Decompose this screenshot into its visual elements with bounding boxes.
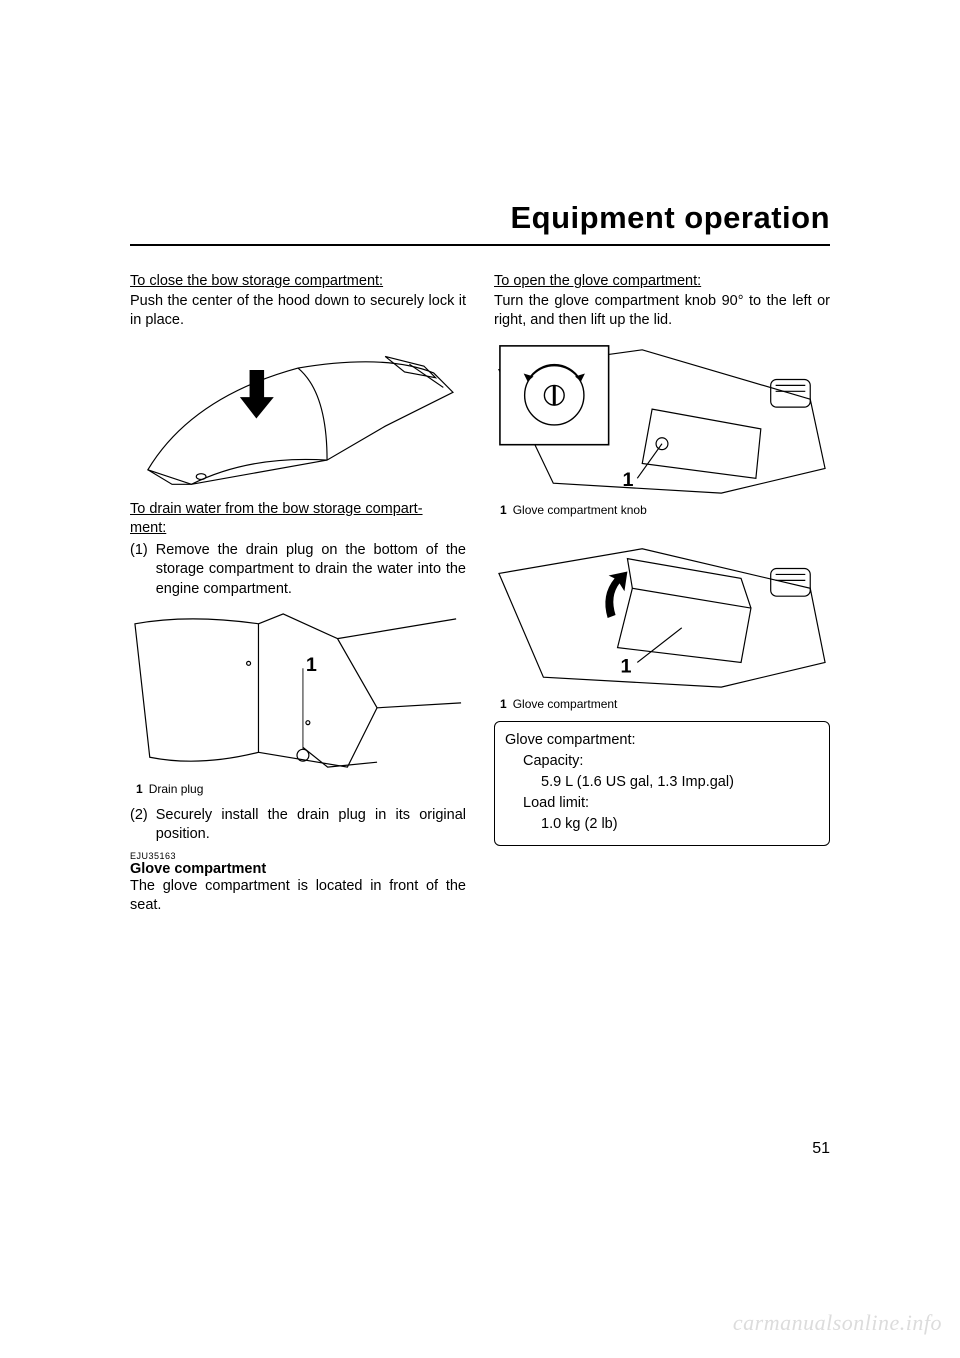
drain-plug-illustration: 1 (130, 608, 466, 778)
step-1-num: (1) (130, 541, 148, 600)
step-1-body: Remove the drain plug on the bottom of t… (156, 541, 466, 600)
header-section: Equipment operation (130, 200, 830, 246)
glove-knob-marker: 1 (622, 469, 633, 491)
step-2-body: Securely install the drain plug in its o… (156, 806, 466, 845)
drain-plug-caption: 1 Drain plug (136, 782, 466, 796)
drain-plug-caption-label: Drain plug (149, 782, 204, 796)
spec-title: Glove compartment: (505, 730, 819, 751)
step-2: (2) Securely install the drain plug in i… (130, 806, 466, 845)
figure-glove-knob: 1 (494, 339, 830, 499)
spec-load-value: 1.0 kg (2 lb) (505, 814, 819, 835)
close-bow-heading: To close the bow storage compartment: (130, 272, 466, 292)
drain-heading-line2-wrap: ment: (130, 519, 466, 539)
drain-plug-marker: 1 (306, 654, 317, 676)
left-column: To close the bow storage compartment: Pu… (130, 272, 466, 916)
glove-knob-caption-num: 1 (500, 503, 507, 517)
reference-code: EJU35163 (130, 851, 466, 861)
glove-open-marker: 1 (620, 655, 631, 677)
glove-open-caption: 1 Glove compartment (500, 697, 830, 711)
glove-open-caption-num: 1 (500, 697, 507, 711)
close-bow-body: Push the center of the hood down to secu… (130, 292, 466, 331)
drain-plug-caption-num: 1 (136, 782, 143, 796)
close-bow-heading-text: To close the bow storage compartment: (130, 273, 383, 289)
open-glove-body: Turn the glove compartment knob 90° to t… (494, 292, 830, 331)
glove-knob-illustration: 1 (494, 339, 830, 499)
two-column-layout: To close the bow storage compartment: Pu… (130, 272, 830, 916)
open-glove-heading-text: To open the glove compartment: (494, 273, 701, 289)
page: Equipment operation To close the bow sto… (0, 0, 960, 1358)
glove-knob-caption: 1 Glove compartment knob (500, 503, 830, 517)
glove-knob-caption-label: Glove compartment knob (513, 503, 647, 517)
figure-close-hood (130, 339, 466, 494)
drain-heading: To drain water from the bow storage comp… (130, 500, 466, 520)
lift-arrow-icon (605, 571, 627, 617)
page-title: Equipment operation (130, 200, 830, 244)
spec-capacity-label: Capacity: (505, 751, 819, 772)
page-number: 51 (812, 1140, 830, 1158)
step-2-num: (2) (130, 806, 148, 845)
glove-compartment-body: The glove compartment is located in fron… (130, 877, 466, 916)
spec-load-label: Load limit: (505, 793, 819, 814)
hood-illustration (130, 339, 466, 494)
glove-open-illustration: 1 (494, 533, 830, 693)
glove-compartment-subhead: Glove compartment (130, 861, 466, 877)
figure-glove-open: 1 (494, 533, 830, 693)
step-1: (1) Remove the drain plug on the bottom … (130, 541, 466, 600)
spec-capacity-value: 5.9 L (1.6 US gal, 1.3 Imp.gal) (505, 772, 819, 793)
right-column: To open the glove compartment: Turn the … (494, 272, 830, 916)
watermark: carmanualsonline.info (733, 1310, 942, 1336)
figure-drain-plug: 1 (130, 608, 466, 778)
drain-heading-line1: To drain water from the bow storage comp… (130, 501, 423, 517)
glove-open-caption-label: Glove compartment (513, 697, 618, 711)
open-glove-heading: To open the glove compartment: (494, 272, 830, 292)
spec-box: Glove compartment: Capacity: 5.9 L (1.6 … (494, 721, 830, 846)
drain-heading-line2: ment: (130, 520, 166, 536)
